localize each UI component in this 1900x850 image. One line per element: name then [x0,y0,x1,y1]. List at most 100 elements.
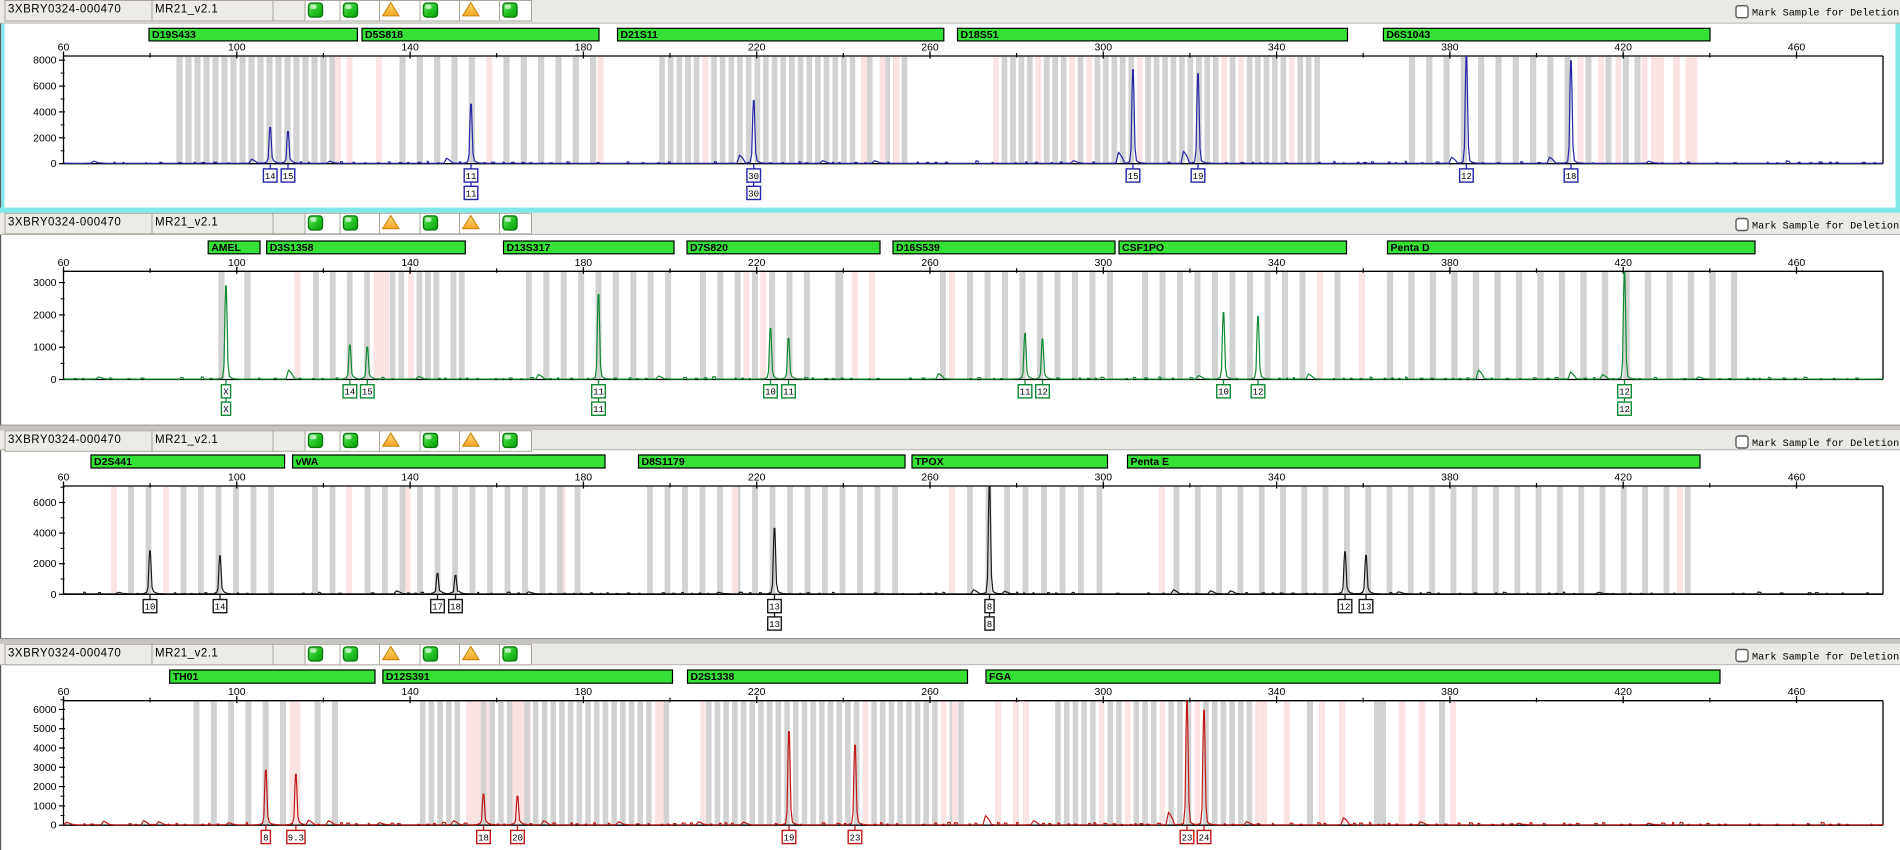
svg-text:6000: 6000 [33,704,57,716]
svg-text:D13S317: D13S317 [507,242,551,254]
svg-text:3XBRY0324-000470: 3XBRY0324-000470 [8,434,121,446]
svg-text:19: 19 [1193,172,1204,182]
svg-text:0: 0 [51,589,57,601]
svg-text:3XBRY0324-000470: 3XBRY0324-000470 [8,647,121,659]
svg-text:14: 14 [344,388,355,398]
svg-text:8: 8 [987,603,992,613]
svg-text:D18S51: D18S51 [961,29,999,41]
svg-text:13: 13 [1361,603,1372,613]
svg-text:380: 380 [1441,257,1459,269]
svg-text:3XBRY0324-000470: 3XBRY0324-000470 [8,216,121,228]
svg-text:9.3: 9.3 [288,833,304,843]
svg-text:Mark Sample for Deletion: Mark Sample for Deletion [1752,8,1899,20]
svg-text:260: 260 [921,42,939,54]
svg-text:380: 380 [1441,472,1459,484]
svg-text:D3S1358: D3S1358 [270,242,314,254]
svg-text:100: 100 [228,472,246,484]
svg-text:17: 17 [432,603,443,613]
svg-text:2000: 2000 [33,309,57,321]
svg-text:420: 420 [1614,42,1632,54]
svg-text:15: 15 [362,388,373,398]
svg-text:2000: 2000 [33,781,57,793]
svg-text:15: 15 [1128,172,1139,182]
svg-text:8000: 8000 [33,55,57,67]
svg-text:300: 300 [1095,686,1113,698]
svg-text:260: 260 [921,257,939,269]
svg-text:100: 100 [228,257,246,269]
svg-text:11: 11 [783,388,794,398]
svg-text:15: 15 [283,172,294,182]
svg-text:420: 420 [1614,686,1632,698]
svg-text:460: 460 [1788,686,1806,698]
svg-text:1000: 1000 [33,342,57,354]
svg-text:0: 0 [51,158,57,170]
svg-text:14: 14 [265,172,276,182]
svg-text:4000: 4000 [33,743,57,755]
svg-text:60: 60 [58,42,70,54]
svg-text:D6S1043: D6S1043 [1386,29,1430,41]
svg-text:D2S1338: D2S1338 [691,671,735,683]
svg-text:Mark Sample for Deletion: Mark Sample for Deletion [1752,221,1899,233]
svg-text:11: 11 [1020,388,1031,398]
svg-text:MR21_v2.1: MR21_v2.1 [155,647,218,659]
svg-text:340: 340 [1268,42,1286,54]
svg-text:D21S11: D21S11 [621,29,659,41]
svg-text:140: 140 [401,472,419,484]
svg-text:D2S441: D2S441 [94,456,132,468]
svg-text:12: 12 [1461,172,1472,182]
svg-text:380: 380 [1441,42,1459,54]
svg-text:11: 11 [466,189,477,199]
svg-text:5000: 5000 [33,723,57,735]
svg-text:100: 100 [228,686,246,698]
svg-text:11: 11 [593,388,604,398]
svg-text:4000: 4000 [33,106,57,118]
svg-text:FGA: FGA [989,671,1012,683]
svg-text:460: 460 [1788,472,1806,484]
svg-text:300: 300 [1095,42,1113,54]
svg-text:D5S818: D5S818 [365,29,403,41]
svg-text:60: 60 [58,257,70,269]
svg-text:12: 12 [1037,388,1048,398]
svg-text:18: 18 [450,603,461,613]
svg-text:TH01: TH01 [173,671,199,683]
svg-text:20: 20 [512,833,523,843]
svg-text:180: 180 [575,257,593,269]
svg-text:CSF1PO: CSF1PO [1122,242,1164,254]
svg-text:3XBRY0324-000470: 3XBRY0324-000470 [8,4,121,16]
svg-text:100: 100 [228,42,246,54]
svg-text:140: 140 [401,257,419,269]
svg-text:Penta D: Penta D [1391,242,1431,254]
svg-text:14: 14 [215,603,226,613]
svg-text:3000: 3000 [33,277,57,289]
svg-text:30: 30 [748,189,759,199]
svg-text:X: X [223,388,229,398]
svg-text:11: 11 [593,405,604,415]
svg-text:10: 10 [765,388,776,398]
svg-text:Penta E: Penta E [1131,456,1170,468]
svg-text:220: 220 [748,686,766,698]
svg-text:30: 30 [748,172,759,182]
svg-text:420: 420 [1614,472,1632,484]
svg-text:11: 11 [466,172,477,182]
svg-text:D19S433: D19S433 [152,29,196,41]
svg-text:D12S391: D12S391 [386,671,430,683]
svg-text:220: 220 [748,42,766,54]
svg-text:19: 19 [784,833,795,843]
svg-text:Mark Sample for Deletion: Mark Sample for Deletion [1752,438,1899,450]
svg-text:2000: 2000 [33,132,57,144]
svg-text:140: 140 [401,686,419,698]
svg-text:12: 12 [1253,388,1264,398]
svg-text:300: 300 [1095,257,1113,269]
svg-text:3000: 3000 [33,762,57,774]
svg-text:23: 23 [850,833,861,843]
svg-text:MR21_v2.1: MR21_v2.1 [155,4,218,16]
svg-text:Mark Sample for Deletion: Mark Sample for Deletion [1752,652,1899,664]
svg-text:6000: 6000 [33,81,57,93]
svg-text:10: 10 [145,603,156,613]
svg-text:380: 380 [1441,686,1459,698]
svg-text:vWA: vWA [296,456,319,468]
svg-text:6000: 6000 [33,497,57,509]
svg-text:220: 220 [748,257,766,269]
svg-text:AMEL: AMEL [211,242,241,254]
svg-text:2000: 2000 [33,558,57,570]
